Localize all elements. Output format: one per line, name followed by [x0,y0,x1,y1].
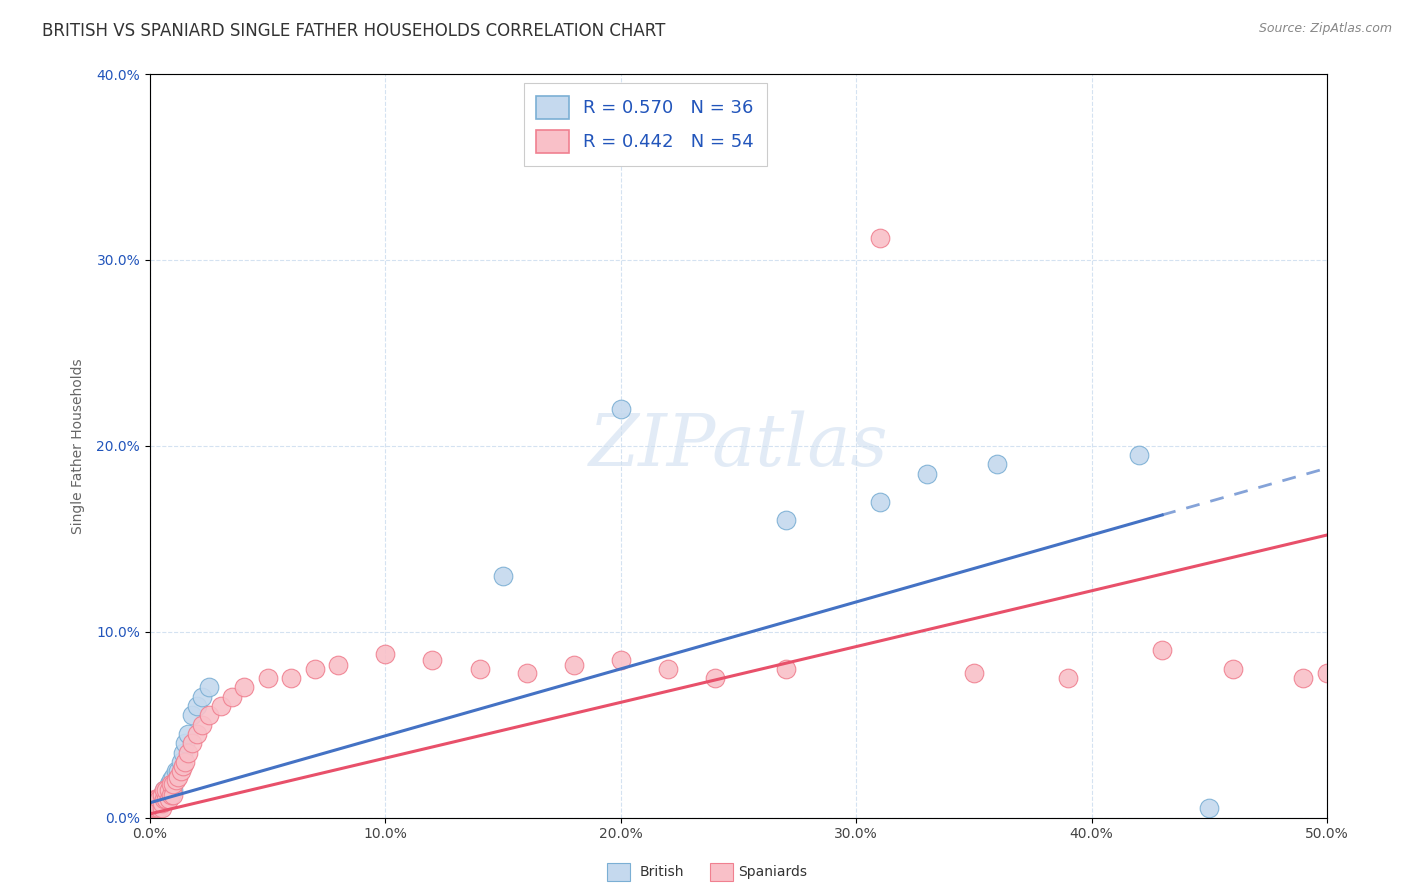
Point [150,796,173,810]
Point [162,777,184,791]
Point [169,755,191,769]
Point [221,690,243,704]
Point [181,736,204,750]
Point [174,755,197,769]
Point [157,789,180,803]
Point [155,792,177,806]
Point [169,764,191,778]
Point [143,792,166,806]
Point [869,494,891,508]
Point [174,736,197,750]
Point [155,782,177,797]
Text: Source: ZipAtlas.com: Source: ZipAtlas.com [1258,22,1392,36]
Point [256,671,278,685]
Point [141,801,163,815]
Point [1292,671,1315,685]
Point [468,662,491,676]
Point [160,782,183,797]
Point [186,727,208,741]
Point [143,801,166,815]
Point [198,708,221,723]
Point [167,770,190,784]
Point [1128,448,1150,462]
Point [153,782,176,797]
Point [160,789,183,803]
Point [146,801,169,815]
Point [869,230,891,244]
Point [186,699,208,714]
Point [148,801,170,815]
Point [155,782,177,797]
Text: Spaniards: Spaniards [738,865,807,880]
Point [167,764,190,778]
Point [148,792,170,806]
Point [176,746,198,760]
Point [233,681,256,695]
Point [775,662,797,676]
Point [609,652,631,666]
Point [280,671,302,685]
Point [1198,801,1220,815]
Point [1316,665,1339,680]
Point [155,792,177,806]
Point [162,770,184,784]
Point [1152,643,1174,657]
Point [190,717,212,731]
Point [153,792,176,806]
Point [157,782,180,797]
Point [915,467,938,481]
Point [609,401,631,416]
Point [181,708,204,723]
Point [160,773,183,788]
Point [492,569,515,583]
Point [775,513,797,527]
Point [153,792,176,806]
Point [148,797,170,812]
Point [150,789,173,803]
Point [160,777,183,791]
Point [157,792,180,806]
Point [150,801,173,815]
Point [304,662,326,676]
Text: British: British [640,865,685,880]
Point [148,792,170,806]
Point [328,658,350,673]
Point [172,758,194,772]
Point [150,789,173,803]
Point [209,699,232,714]
Y-axis label: Single Father Households: Single Father Households [72,358,86,533]
Point [190,690,212,704]
Text: ZIPatlas: ZIPatlas [589,410,889,481]
Point [153,782,176,797]
Point [422,652,444,666]
Point [1057,671,1080,685]
Point [657,662,679,676]
Point [146,792,169,806]
Point [703,671,725,685]
Point [165,764,187,778]
Point [141,796,163,810]
Point [172,746,194,760]
Point [143,801,166,815]
Legend: R = 0.570   N = 36, R = 0.442   N = 54: R = 0.570 N = 36, R = 0.442 N = 54 [524,83,766,166]
Point [562,658,585,673]
Point [176,727,198,741]
Point [165,773,187,788]
Point [141,801,163,815]
Text: BRITISH VS SPANIARD SINGLE FATHER HOUSEHOLDS CORRELATION CHART: BRITISH VS SPANIARD SINGLE FATHER HOUSEH… [42,22,665,40]
Point [146,796,169,810]
Point [516,665,538,680]
Point [1222,662,1244,676]
Point [162,782,184,797]
Point [162,789,184,803]
Point [146,801,169,815]
Point [198,681,221,695]
Point [986,458,1008,472]
Point [157,777,180,791]
Point [374,647,396,661]
Point [963,665,986,680]
Point [150,796,173,810]
